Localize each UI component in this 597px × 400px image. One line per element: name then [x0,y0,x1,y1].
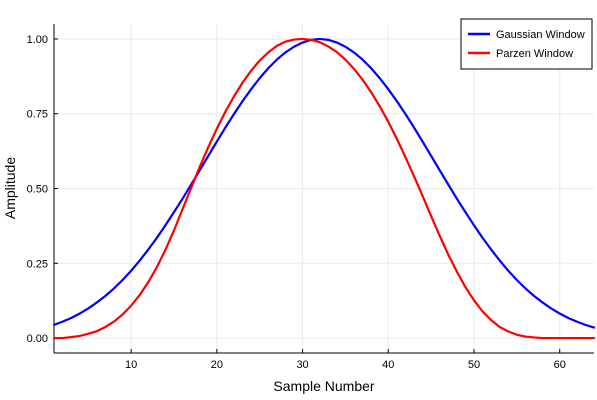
x-tick-label: 60 [554,359,566,371]
series-line-parzen-window [52,37,596,340]
x-tick-label: 20 [211,359,223,371]
legend-label: Parzen Window [496,48,573,60]
x-tick-label: 40 [382,359,394,371]
x-tick-label: 50 [468,359,480,371]
x-axis-label: Sample Number [273,378,374,394]
series-line-gaussian-window [52,37,596,329]
legend-box [460,18,593,70]
legend-label: Gaussian Window [496,29,585,41]
y-tick-label: 1.00 [27,34,48,46]
x-tick-label: 10 [125,359,137,371]
legend: Gaussian Window Parzen Window [460,18,593,70]
y-tick-label: 0.00 [27,333,48,345]
y-tick-labels: 0.00 0.25 0.50 0.75 1.00 [27,34,48,345]
x-tick-label: 30 [296,359,308,371]
y-tick-label: 0.50 [27,184,48,196]
x-tick-labels: 10 20 30 40 50 60 [125,359,566,371]
y-tick-label: 0.25 [27,258,48,270]
y-axis-label: Amplitude [2,157,18,219]
y-tick-label: 0.75 [27,109,48,121]
series-lines [52,37,596,340]
